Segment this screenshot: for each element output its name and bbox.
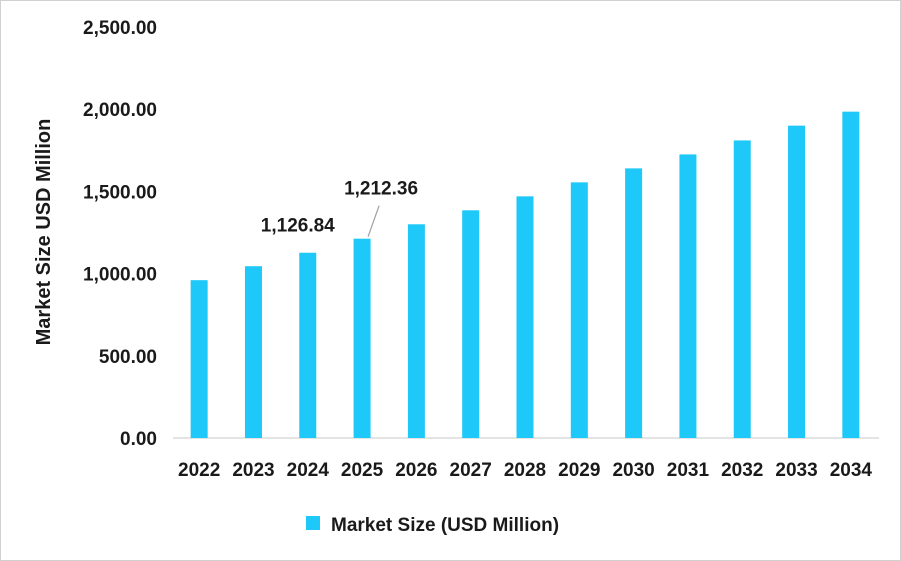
data-label-2024: 1,126.84 xyxy=(261,216,335,237)
y-tick-label: 0.00 xyxy=(120,429,157,450)
x-tick-label: 2034 xyxy=(830,460,873,481)
x-tick-label: 2027 xyxy=(450,460,492,481)
x-tick-label: 2031 xyxy=(667,460,710,481)
x-tick-label: 2030 xyxy=(612,460,654,481)
bar-2025 xyxy=(353,238,371,438)
x-tick-label: 2024 xyxy=(287,460,330,481)
y-tick-label: 500.00 xyxy=(99,347,157,368)
bar-2028 xyxy=(516,196,534,438)
data-label-leader xyxy=(367,205,380,237)
bar-2027 xyxy=(462,210,480,438)
bar-2031 xyxy=(679,154,697,438)
bar-2034 xyxy=(842,111,860,438)
bar-2029 xyxy=(570,182,588,438)
x-tick-label: 2023 xyxy=(232,460,274,481)
bar-2032 xyxy=(733,140,751,438)
bar-2026 xyxy=(407,224,425,438)
x-tick-label: 2028 xyxy=(504,460,546,481)
x-tick-label: 2033 xyxy=(775,460,817,481)
y-tick-label: 2,500.00 xyxy=(83,18,157,39)
data-label-2025: 1,212.36 xyxy=(344,179,418,200)
x-tick-label: 2022 xyxy=(178,460,220,481)
bar-2023 xyxy=(244,266,262,438)
x-tick-label: 2025 xyxy=(341,460,384,481)
bar-2030 xyxy=(625,168,643,438)
bar-2033 xyxy=(788,125,806,438)
bar-2024 xyxy=(299,252,317,438)
x-tick-label: 2026 xyxy=(395,460,437,481)
y-tick-label: 2,000.00 xyxy=(83,100,157,121)
legend-swatch xyxy=(306,516,320,530)
y-tick-label: 1,500.00 xyxy=(83,182,157,203)
x-tick-label: 2032 xyxy=(721,460,763,481)
bar-2022 xyxy=(190,280,208,438)
y-axis-label: Market Size USD Million xyxy=(33,119,55,346)
x-tick-label: 2029 xyxy=(558,460,600,481)
legend-label: Market Size (USD Million) xyxy=(331,515,559,536)
y-tick-label: 1,000.00 xyxy=(83,265,157,286)
